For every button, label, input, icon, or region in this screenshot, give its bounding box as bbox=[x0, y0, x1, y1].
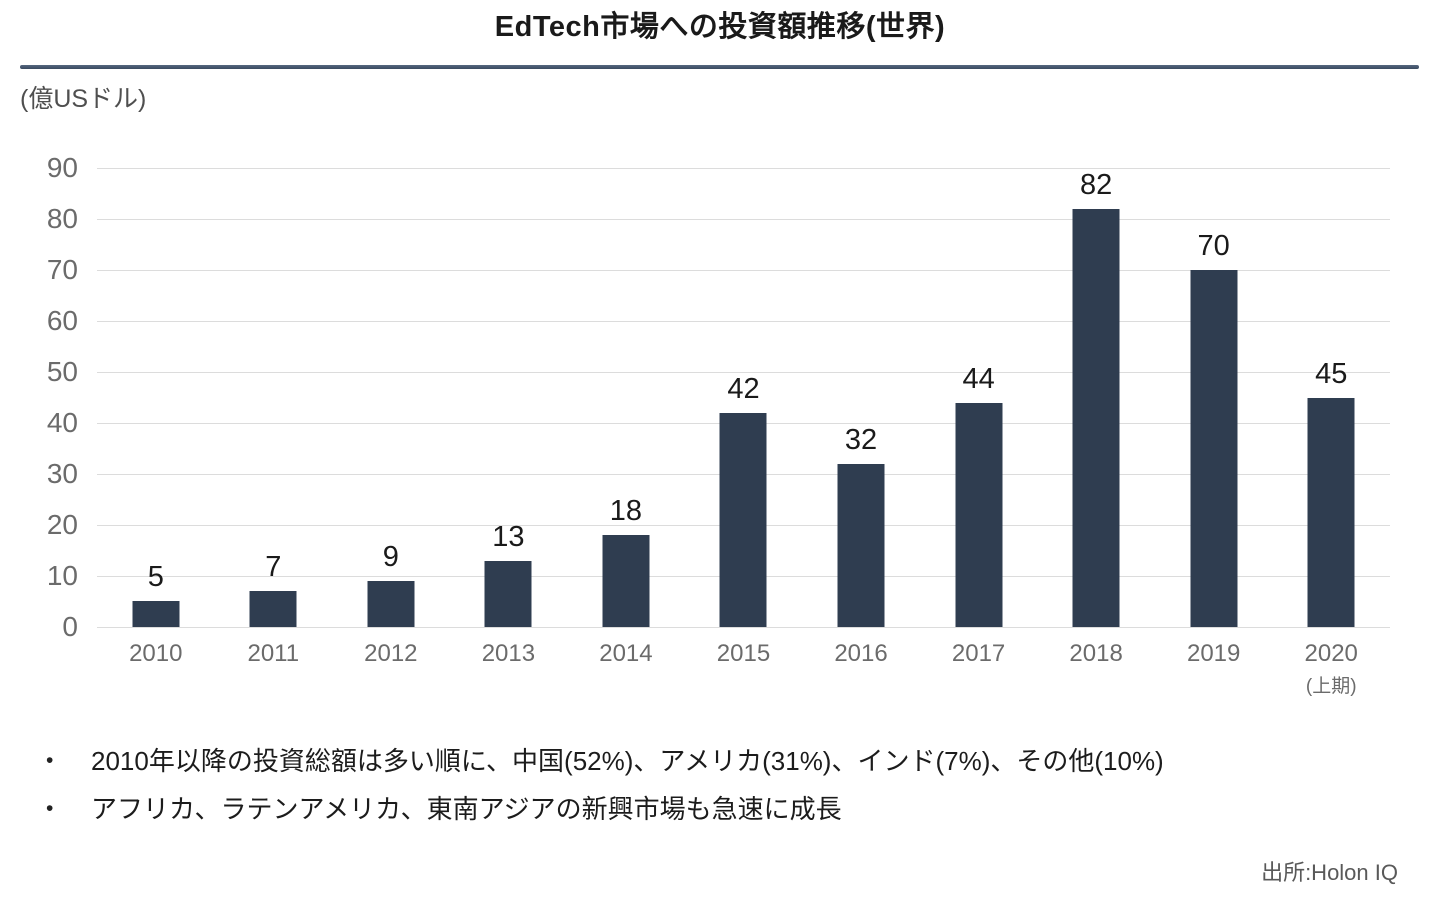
x-tick-label: 2020 bbox=[1304, 640, 1358, 667]
bullet-marker: • bbox=[46, 797, 54, 820]
x-tick-label: 2014 bbox=[599, 640, 653, 667]
bar-value-label: 42 bbox=[727, 373, 760, 405]
bar-value-label: 32 bbox=[844, 424, 878, 456]
bar-2011 bbox=[249, 591, 297, 627]
bullet-item: • アフリカ、ラテンアメリカ、東南アジアの新興市場も急速に成長 bbox=[43, 792, 1403, 826]
bar-value-label: 82 bbox=[1079, 169, 1113, 201]
x-tick-label: 2017 bbox=[951, 640, 1006, 667]
x-tick-label: 2011 bbox=[247, 640, 300, 667]
bar-value-label: 70 bbox=[1197, 230, 1230, 262]
bar-column: 42 bbox=[685, 168, 803, 627]
source-note: 出所:Holon IQ bbox=[1261, 860, 1398, 885]
bar-column: 45 bbox=[1272, 168, 1390, 627]
y-tick-label: 80 bbox=[46, 203, 78, 234]
bar-column: 18 bbox=[567, 168, 685, 627]
bar-column: 32 bbox=[802, 168, 920, 627]
gridline bbox=[97, 168, 1390, 169]
y-tick-label: 20 bbox=[46, 509, 78, 540]
bullet-text: 2010年以降の投資総額は多い順に、中国(52%)、アメリカ(31%)、インド(… bbox=[91, 746, 1164, 776]
bar-2017 bbox=[955, 403, 1003, 627]
bar-2020 bbox=[1307, 398, 1355, 627]
bullet-marker: • bbox=[46, 749, 54, 772]
bar-column: 5 bbox=[97, 168, 215, 627]
bar-column: 13 bbox=[450, 168, 568, 627]
y-tick-label: 70 bbox=[46, 254, 78, 285]
x-tick-label: 2012 bbox=[364, 640, 418, 667]
x-tick-sublabel: (上期) bbox=[1305, 676, 1357, 697]
bar-2015 bbox=[719, 413, 767, 627]
x-axis: 2010 2011 2012 2013 2014 2015 2016 2017 2018 2019… bbox=[97, 639, 1390, 719]
page-title: EdTech市場への投資額推移(世界) bbox=[494, 11, 946, 43]
x-tick-label: 2010 bbox=[129, 640, 183, 667]
bar-2018 bbox=[1072, 209, 1120, 627]
bar-column: 44 bbox=[920, 168, 1038, 627]
y-axis-unit-label: (億USドル) bbox=[20, 85, 147, 113]
bar-column: 7 bbox=[215, 168, 333, 627]
bar-value-label: 45 bbox=[1315, 358, 1348, 390]
y-tick-label: 60 bbox=[46, 305, 78, 336]
y-tick-label: 40 bbox=[46, 407, 78, 438]
x-tick-label: 2013 bbox=[481, 640, 536, 667]
bar-value-label: 9 bbox=[382, 541, 399, 573]
x-tick-label: 2015 bbox=[716, 640, 771, 667]
y-axis: 90 80 70 60 50 40 30 20 10 0 bbox=[0, 152, 78, 642]
bar-2013 bbox=[484, 561, 532, 627]
gridline bbox=[97, 270, 1390, 271]
bar-column: 9 bbox=[332, 168, 450, 627]
bar-value-label: 18 bbox=[609, 495, 643, 527]
bullet-text: アフリカ、ラテンアメリカ、東南アジアの新興市場も急速に成長 bbox=[91, 794, 842, 824]
bar-column: 70 bbox=[1155, 168, 1273, 627]
y-tick-label: 90 bbox=[46, 152, 78, 183]
y-tick-label: 30 bbox=[46, 458, 78, 489]
bar-2019 bbox=[1190, 270, 1238, 627]
plot-area: 5 7 9 13 18 42 32 44 82 70 45 bbox=[97, 168, 1390, 628]
bar-value-label: 7 bbox=[265, 551, 282, 583]
bar-value-label: 13 bbox=[492, 521, 525, 553]
y-tick-label: 10 bbox=[46, 560, 78, 591]
title-divider-rule bbox=[20, 65, 1419, 69]
gridline bbox=[97, 321, 1390, 322]
y-tick-label: 0 bbox=[62, 611, 78, 642]
bar-column: 82 bbox=[1037, 168, 1155, 627]
gridline bbox=[97, 372, 1390, 373]
y-tick-label: 50 bbox=[46, 356, 78, 387]
x-tick-label: 2018 bbox=[1069, 640, 1123, 667]
bar-value-label: 5 bbox=[147, 561, 164, 593]
bar-2016 bbox=[837, 464, 885, 627]
bar-2014 bbox=[602, 535, 650, 627]
gridline bbox=[97, 627, 1390, 628]
x-tick-label: 2019 bbox=[1186, 640, 1241, 667]
bullet-item: • 2010年以降の投資総額は多い順に、中国(52%)、アメリカ(31%)、イン… bbox=[43, 744, 1403, 778]
bar-2012 bbox=[367, 581, 415, 627]
bar-2010 bbox=[132, 601, 180, 627]
bar-value-label: 44 bbox=[962, 363, 995, 395]
x-tick-label: 2016 bbox=[834, 640, 888, 667]
gridline bbox=[97, 219, 1390, 220]
bullet-list: • 2010年以降の投資総額は多い順に、中国(52%)、アメリカ(31%)、イン… bbox=[43, 744, 1403, 840]
